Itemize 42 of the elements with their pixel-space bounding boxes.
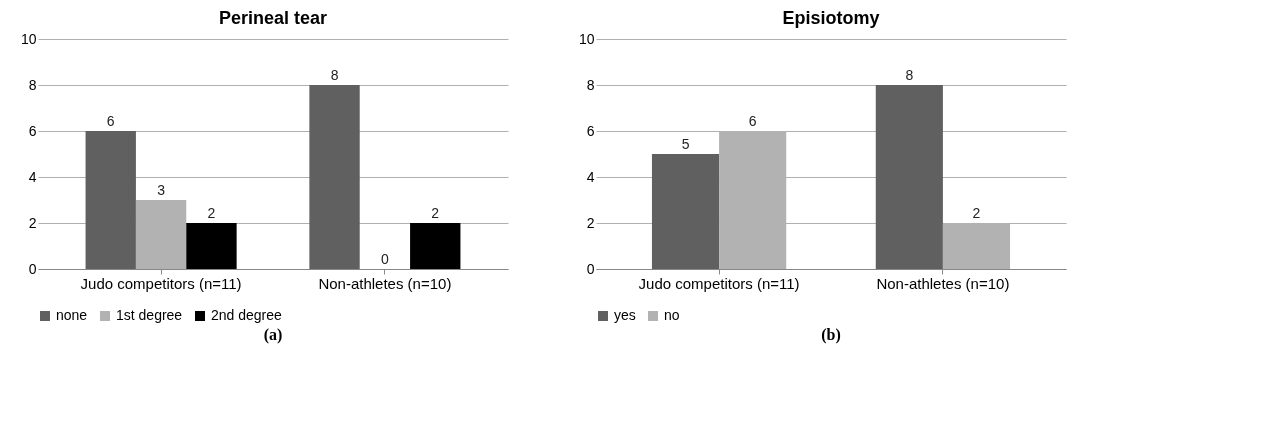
legend-label: 2nd degree bbox=[211, 307, 283, 323]
bar bbox=[85, 131, 136, 269]
data-label: 3 bbox=[157, 182, 166, 198]
legend-label: none bbox=[56, 307, 88, 323]
text: (b) bbox=[821, 326, 841, 344]
legend-label: 1st degree bbox=[116, 307, 183, 323]
y-tick-label: 2 bbox=[586, 214, 595, 231]
legend-label: no bbox=[664, 307, 680, 323]
bar bbox=[875, 85, 943, 269]
data-label: 2 bbox=[431, 205, 440, 221]
data-label: 8 bbox=[905, 67, 914, 83]
data-label: 2 bbox=[972, 205, 981, 221]
bar bbox=[186, 223, 237, 269]
y-tick-label: 6 bbox=[28, 122, 37, 139]
bar bbox=[651, 154, 720, 269]
y-tick-label: 2 bbox=[28, 214, 37, 231]
y-tick-label: 4 bbox=[586, 168, 595, 185]
chart-title: Episiotomy bbox=[782, 8, 880, 28]
y-tick-label: 0 bbox=[28, 260, 37, 277]
y-tick-label: 10 bbox=[20, 30, 37, 47]
bar bbox=[309, 85, 360, 269]
y-tick-label: 8 bbox=[28, 76, 37, 93]
y-tick-label: 8 bbox=[586, 76, 595, 93]
data-label: 8 bbox=[330, 67, 339, 83]
x-tick-label: Judo competitors (n=11) bbox=[638, 274, 800, 292]
x-tick-label: Non-athletes (n=10) bbox=[318, 274, 452, 292]
chart-title: Perineal tear bbox=[218, 8, 328, 28]
data-label: 5 bbox=[681, 136, 690, 152]
data-label: 0 bbox=[381, 251, 390, 267]
bar bbox=[135, 200, 187, 269]
y-tick-label: 6 bbox=[586, 122, 595, 139]
data-label: 6 bbox=[748, 113, 757, 129]
bar bbox=[410, 223, 461, 269]
x-tick-label: Judo competitors (n=11) bbox=[80, 274, 242, 292]
y-tick-label: 10 bbox=[578, 30, 595, 47]
legend-label: yes bbox=[614, 307, 636, 323]
data-label: 6 bbox=[106, 113, 115, 129]
text: (a) bbox=[263, 326, 283, 344]
y-tick-label: 0 bbox=[586, 260, 595, 277]
x-tick-label: Non-athletes (n=10) bbox=[876, 274, 1010, 292]
y-tick-label: 4 bbox=[28, 168, 37, 185]
data-label: 2 bbox=[207, 205, 216, 221]
